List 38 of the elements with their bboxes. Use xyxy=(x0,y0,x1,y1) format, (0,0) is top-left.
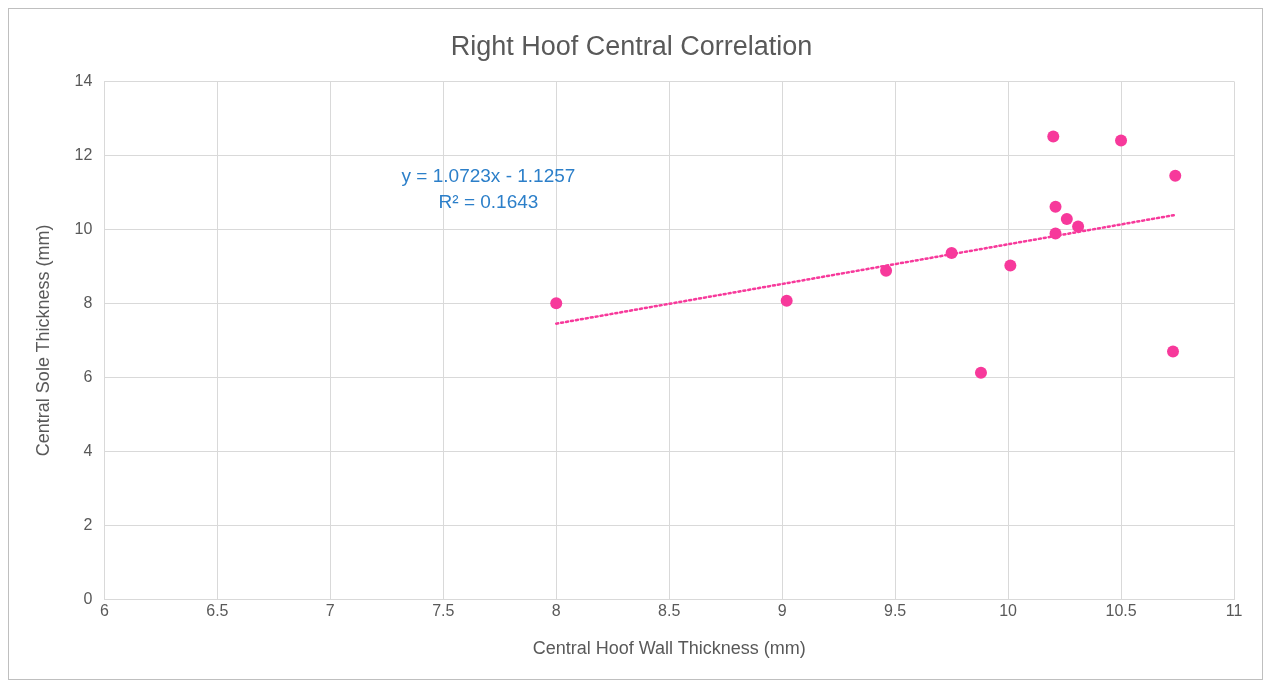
x-axis-title: Central Hoof Wall Thickness (mm) xyxy=(532,638,806,659)
point xyxy=(1167,345,1179,358)
point xyxy=(1049,227,1062,240)
point xyxy=(550,297,563,310)
x-tick-label: 11 xyxy=(1225,602,1243,620)
point xyxy=(1060,212,1073,225)
x-tick-label: 7.5 xyxy=(432,602,455,620)
point xyxy=(1047,130,1060,143)
point xyxy=(974,366,987,379)
x-tick-label: 8.5 xyxy=(658,602,681,620)
annotation: y = 1.0723x - 1.1257 xyxy=(401,164,576,186)
x-tick-label: 9 xyxy=(777,602,787,620)
x-tick-label: 7 xyxy=(325,602,335,620)
point xyxy=(880,264,893,277)
chart-title: Right Hoof Central Correlation xyxy=(450,30,813,61)
point xyxy=(1115,134,1128,147)
x-tick-label: 6 xyxy=(99,602,109,620)
y-tick-label: 0 xyxy=(83,589,93,607)
point xyxy=(1049,200,1062,213)
x-tick-label: 6.5 xyxy=(206,602,229,620)
x-tick-label: 10 xyxy=(999,602,1018,620)
point xyxy=(945,247,958,260)
x-tick-label: 8 xyxy=(551,602,561,620)
y-tick-label: 4 xyxy=(83,441,93,459)
y-tick-label: 2 xyxy=(83,515,93,533)
y-axis-title: Central Sole Thickness (mm) xyxy=(32,224,53,457)
y-tick-label: 14 xyxy=(74,71,93,89)
point xyxy=(1072,220,1085,233)
point xyxy=(1169,169,1182,182)
y-tick-label: 6 xyxy=(83,367,93,385)
point xyxy=(780,294,793,307)
point xyxy=(1004,259,1017,272)
annotation: R² = 0.1643 xyxy=(438,190,539,212)
x-tick-label: 10.5 xyxy=(1105,602,1137,620)
x-tick-label: 9.5 xyxy=(883,602,907,620)
y-tick-label: 8 xyxy=(83,293,93,311)
y-tick-label: 10 xyxy=(74,219,93,237)
y-tick-label: 12 xyxy=(74,145,93,163)
